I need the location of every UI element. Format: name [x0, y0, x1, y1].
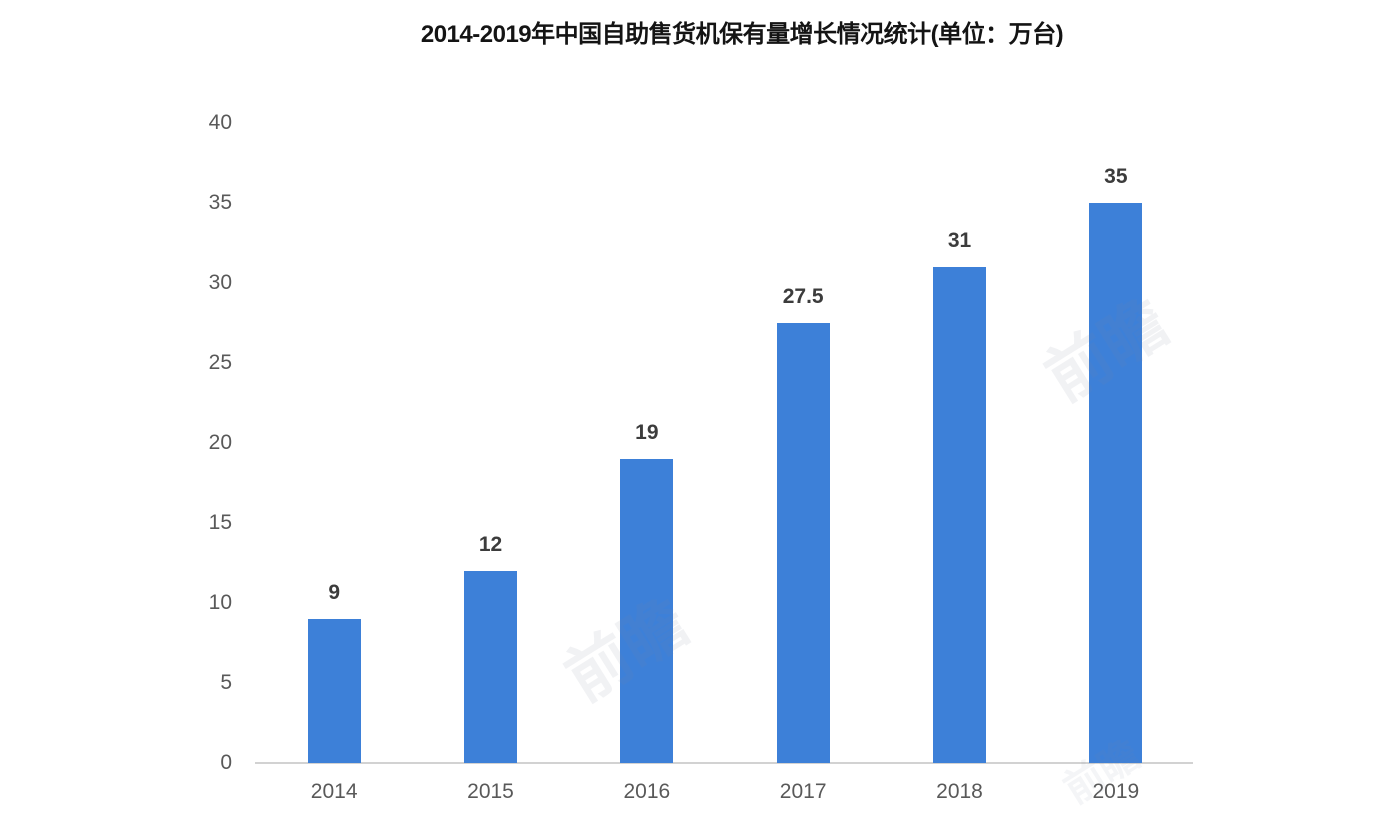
y-axis-tick-label: 0	[220, 751, 232, 774]
x-axis-tick-label: 2017	[779, 780, 827, 803]
x-axis-tick-label: 2019	[1092, 780, 1140, 803]
bar-2018	[933, 267, 986, 763]
x-axis-tick-label: 2014	[310, 780, 358, 803]
bar-2016	[620, 459, 674, 763]
bar-value-label: 9	[328, 581, 340, 604]
bar-value-label: 31	[947, 229, 972, 252]
y-axis-tick-label: 5	[220, 671, 232, 694]
bar-value-label: 27.5	[782, 285, 824, 308]
x-axis-tick-label: 2015	[467, 780, 514, 803]
bar-value-label: 12	[478, 533, 503, 556]
y-axis-tick-label: 10	[208, 591, 232, 614]
bar-2014	[307, 619, 361, 763]
bar-2015	[464, 571, 517, 763]
bar-value-label: 19	[635, 421, 659, 444]
x-axis-tick-label: 2016	[623, 780, 671, 803]
bar-2019	[1089, 203, 1143, 763]
chart-title: 2014-2019年中国自助售货机保有量增长情况统计(单位：万台)	[420, 21, 1064, 48]
y-axis-tick-label: 25	[208, 351, 232, 374]
bar-2017	[776, 323, 830, 763]
y-axis-tick-label: 40	[208, 111, 232, 134]
y-axis-tick-label: 35	[208, 191, 232, 214]
bar-value-label: 35	[1104, 165, 1128, 188]
y-axis-tick-label: 30	[208, 271, 232, 294]
x-axis-tick-label: 2018	[936, 780, 983, 803]
y-axis-tick-label: 20	[208, 431, 232, 454]
x-axis-line	[255, 762, 1193, 764]
y-axis-tick-label: 15	[208, 511, 232, 534]
